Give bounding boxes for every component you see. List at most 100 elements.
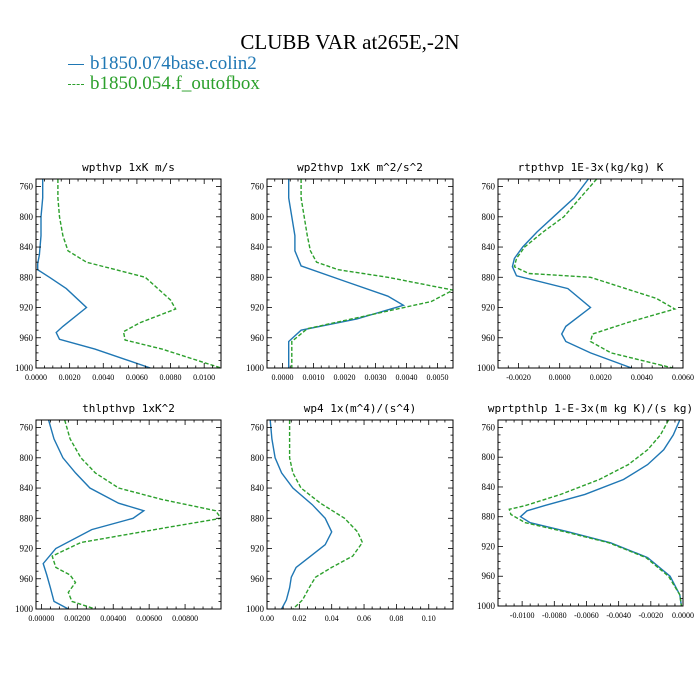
- series-line-1: [519, 420, 683, 606]
- y-tick-label: 1000: [15, 604, 34, 614]
- legend-entry: b1850.054.f_outofbox: [68, 73, 260, 94]
- x-tick-label: 0.10: [422, 614, 436, 623]
- y-tick-label: 1000: [477, 601, 496, 611]
- x-tick-label: 0.0000: [25, 373, 47, 382]
- y-tick-label: 800: [20, 212, 34, 222]
- y-tick-label: 920: [20, 544, 34, 554]
- y-tick-label: 760: [20, 182, 34, 192]
- plot-frame: [497, 419, 684, 607]
- y-tick-label: 760: [482, 182, 496, 192]
- series-line-1: [269, 420, 333, 609]
- x-tick-label: 0.00000: [28, 614, 54, 623]
- x-tick-label: 0.00200: [64, 614, 90, 623]
- x-tick-label: 0.06: [357, 614, 371, 623]
- plot-frame: [35, 419, 222, 610]
- series-group: [508, 420, 683, 606]
- y-tick-label: 800: [251, 453, 265, 463]
- x-tick-label: 0.0000: [272, 373, 294, 382]
- series-line-1: [288, 179, 406, 368]
- y-tick-label: 800: [482, 212, 496, 222]
- panel-title: wp2thvp 1xK m^2/s^2: [297, 161, 423, 174]
- plot-frame: [266, 419, 454, 610]
- y-tick-label: 760: [20, 423, 34, 433]
- x-tick-label: 0.0020: [59, 373, 81, 382]
- panel-title: rtpthvp 1E-3x(kg/kg) K: [518, 161, 664, 174]
- y-tick-label: 760: [251, 182, 265, 192]
- x-tick-label: 0.00800: [172, 614, 198, 623]
- y-tick-label: 1000: [246, 363, 265, 373]
- y-tick-label: 920: [251, 544, 265, 554]
- y-tick-label: 1000: [15, 363, 34, 373]
- series-group: [42, 420, 221, 609]
- y-tick-label: 880: [482, 512, 496, 522]
- x-tick-label: 0.08: [389, 614, 403, 623]
- panel-3: rtpthvp 1E-3x(kg/kg) K 760 800 840 880 920 960…: [477, 161, 694, 382]
- series-line-2: [288, 420, 364, 609]
- x-tick-label: 0.0080: [160, 373, 182, 382]
- series-line-2: [291, 179, 453, 368]
- y-tick-label: 840: [482, 482, 496, 492]
- x-tick-label: -0.0020: [638, 611, 663, 620]
- y-tick-label: 760: [482, 422, 496, 432]
- panel-title: wpthvp 1xK m/s: [82, 161, 175, 174]
- figure-title: CLUBB VAR at265E,-2N: [240, 30, 460, 54]
- y-tick-label: 800: [251, 212, 265, 222]
- y-tick-label: 760: [251, 423, 265, 433]
- plot-frame: [497, 178, 684, 369]
- y-tick-label: 1000: [246, 604, 265, 614]
- x-tick-label: 0.0040: [396, 373, 418, 382]
- x-tick-label: 0.0060: [126, 373, 148, 382]
- x-tick-label: 0.00600: [136, 614, 162, 623]
- series-group: [511, 179, 677, 368]
- panel-4: thlpthvp 1xK^276080084088092096010000.00…: [15, 402, 222, 623]
- x-tick-label: 0.0040: [631, 373, 653, 382]
- y-tick-label: 1000: [477, 363, 496, 373]
- series-line-2: [57, 179, 221, 368]
- y-tick-label: 960: [251, 333, 265, 343]
- panel-title: wprtpthlp 1-E-3x(m kg K)/(s kg): [488, 402, 693, 415]
- y-tick-label: 960: [20, 333, 34, 343]
- y-tick-label: 800: [482, 452, 496, 462]
- panel-2: wp2thvp 1xK m^2/s^2 760 800 840 880 920 960 100…: [246, 161, 454, 382]
- x-tick-label: 0.0040: [92, 373, 114, 382]
- legend-label-series-2: b1850.054.f_outofbox: [90, 73, 260, 94]
- panel-6: wprtpthlp 1-E-3x(m kg K)/(s kg) 760 800 840…: [477, 402, 694, 620]
- x-tick-label: 0.0020: [590, 373, 612, 382]
- y-tick-label: 920: [251, 303, 265, 313]
- series-line-1: [511, 179, 632, 368]
- legend-swatch-series-2: [68, 83, 84, 85]
- x-tick-label: 0.0020: [334, 373, 356, 382]
- x-tick-label: 0.0100: [193, 373, 215, 382]
- y-tick-label: 880: [20, 272, 34, 282]
- series-line-2: [51, 420, 221, 609]
- legend-label-series-1: b1850.074base.colin2: [90, 53, 257, 74]
- x-tick-label: 0.02: [292, 614, 306, 623]
- panel-1: wpthvp 1xK m/s76080084088092096010000.00…: [15, 161, 222, 382]
- x-tick-label: -0.0060: [574, 611, 599, 620]
- y-tick-label: 840: [251, 242, 265, 252]
- y-tick-label: 880: [482, 272, 496, 282]
- series-line-1: [37, 179, 151, 368]
- panel-title: thlpthvp 1xK^2: [82, 402, 175, 415]
- y-tick-label: 880: [20, 513, 34, 523]
- y-tick-label: 840: [482, 242, 496, 252]
- x-tick-label: -0.0020: [506, 373, 531, 382]
- x-tick-label: 0.0050: [427, 373, 449, 382]
- legend-swatch-series-1: [68, 63, 84, 65]
- x-tick-label: -0.0080: [542, 611, 567, 620]
- y-tick-label: 840: [20, 242, 34, 252]
- legend-entry: b1850.074base.colin2: [68, 53, 260, 74]
- x-tick-label: 0.00400: [100, 614, 126, 623]
- y-tick-label: 920: [482, 303, 496, 313]
- x-tick-label: 0.0000: [672, 611, 694, 620]
- series-line-2: [508, 420, 683, 606]
- x-tick-label: 0.0000: [549, 373, 571, 382]
- series-group: [269, 420, 364, 609]
- x-tick-label: 0.0060: [672, 373, 694, 382]
- x-tick-label: 0.0030: [365, 373, 387, 382]
- y-tick-label: 920: [482, 541, 496, 551]
- series-line-1: [42, 420, 146, 609]
- legend: b1850.074base.colin2 b1850.054.f_outofbo…: [68, 53, 260, 94]
- y-tick-label: 880: [251, 513, 265, 523]
